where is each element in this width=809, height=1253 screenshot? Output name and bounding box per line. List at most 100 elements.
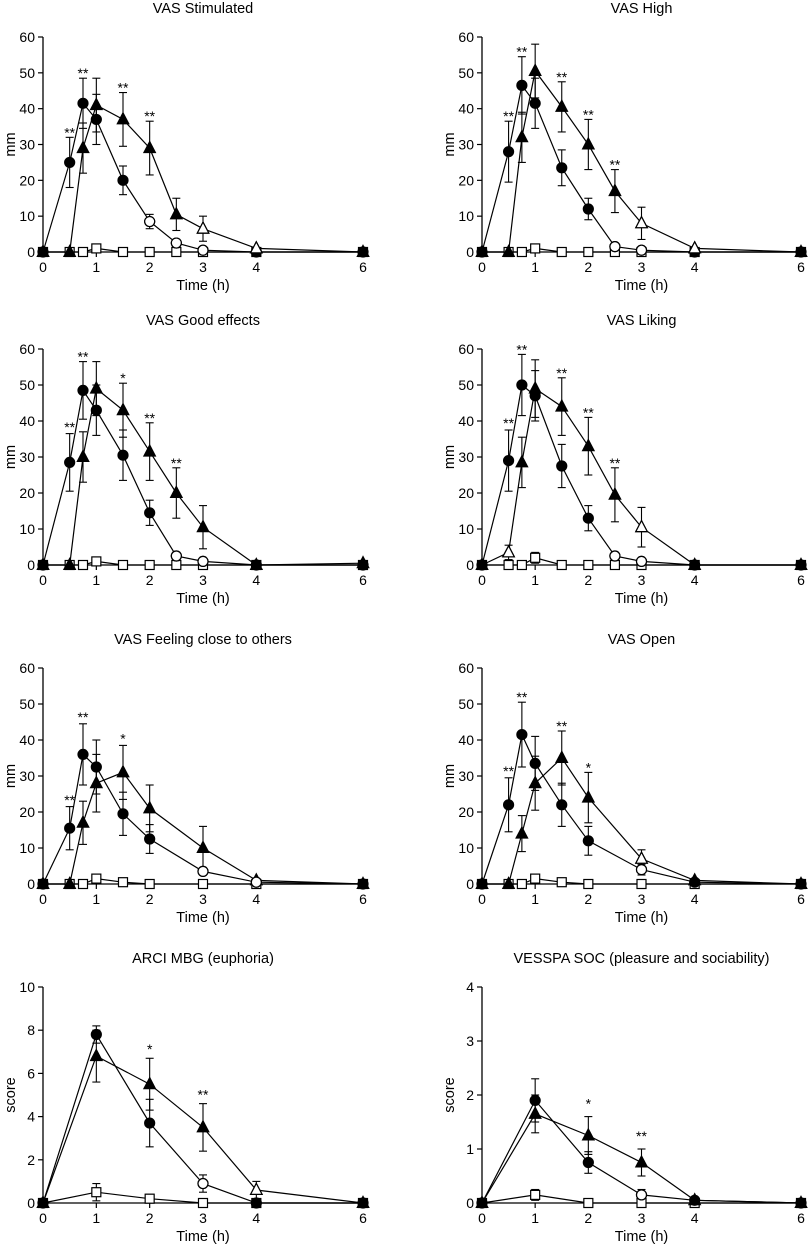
data-point-open-square: [171, 246, 182, 258]
chart-panel-2: VAS High 0 10 20 30 40 50 60 0 1 2 3 4 6 Time (h) mm ** *…: [442, 1, 808, 294]
x-tick-label: 4: [691, 259, 699, 275]
data-point-filled-circle: [529, 97, 541, 109]
y-tick-label: 0: [466, 876, 474, 892]
x-tick-label: 1: [92, 259, 100, 275]
data-point-filled-triangle: [36, 876, 50, 890]
data-point-filled-triangle: [528, 1106, 542, 1119]
data-point-filled-triangle: [142, 800, 157, 814]
significance-label: **: [78, 65, 89, 81]
chart-panel-1: VAS Stimulated 0 10 20 30 40 50 60 0 1 2 3 4 6 Time (h…: [3, 1, 370, 294]
data-point-filled-triangle: [62, 557, 77, 571]
y-axis-label: mm: [442, 445, 458, 469]
data-point-filled-circle: [250, 1197, 262, 1209]
x-tick-label: 3: [199, 259, 207, 275]
data-point-filled-circle: [77, 97, 89, 109]
data-point-filled-triangle: [89, 97, 104, 111]
y-tick-label: 0: [27, 876, 35, 892]
data-point-filled-triangle: [528, 775, 542, 789]
chart-title: VESSPA SOC (pleasure and sociability): [513, 951, 769, 967]
data-point-filled-triangle: [794, 1195, 808, 1209]
significance-label: **: [556, 718, 567, 734]
significance-label: **: [516, 341, 527, 357]
y-tick-label: 40: [458, 732, 474, 748]
y-tick-label: 10: [19, 979, 35, 995]
data-point-open-square: [530, 873, 541, 884]
data-point-filled-triangle: [196, 519, 210, 533]
data-point-filled-triangle: [356, 555, 370, 569]
x-tick-label: 2: [584, 572, 592, 588]
y-tick-label: 60: [19, 29, 35, 45]
data-point-filled-circle: [64, 822, 76, 834]
x-tick-label: 6: [797, 572, 805, 588]
x-tick-label: 2: [584, 259, 592, 275]
significance-label: *: [120, 731, 126, 747]
x-axis-label: Time (h): [176, 1229, 229, 1245]
data-point-open-square: [609, 559, 621, 571]
data-point-filled-circle: [117, 449, 129, 461]
x-tick-label: 4: [252, 259, 260, 275]
x-tick-label: 3: [638, 891, 646, 907]
y-tick-label: 30: [19, 768, 35, 784]
chart-panel-8: VESSPA SOC (pleasure and sociability) 0 1 2…: [442, 951, 808, 1245]
chart-title: VAS High: [611, 1, 673, 17]
y-tick-label: 60: [458, 660, 474, 676]
x-tick-label: 0: [39, 1210, 47, 1226]
data-point-filled-circle: [529, 757, 541, 770]
data-point-filled-circle: [144, 833, 156, 845]
significance-label: **: [78, 709, 89, 725]
data-point-open-square: [503, 559, 514, 571]
data-point-filled-circle: [64, 456, 76, 468]
chart-title: VAS Good effects: [146, 313, 260, 329]
significance-label: **: [64, 124, 75, 140]
x-tick-label: 2: [146, 891, 154, 907]
y-tick-label: 10: [19, 840, 35, 856]
data-point-filled-triangle: [634, 1154, 649, 1168]
y-tick-label: 40: [19, 413, 35, 429]
data-point-filled-triangle: [475, 876, 489, 890]
x-tick-label: 1: [531, 1210, 539, 1226]
y-tick-label: 0: [27, 1195, 35, 1211]
data-point-open-square: [197, 878, 209, 890]
y-axis-label: mm: [3, 764, 19, 788]
data-point-open-square: [197, 1197, 209, 1209]
x-tick-label: 4: [691, 572, 699, 588]
significance-label: **: [503, 763, 514, 779]
data-point-open-triangle: [249, 240, 264, 254]
y-tick-label: 40: [458, 101, 474, 117]
data-point-filled-triangle: [555, 750, 569, 764]
y-tick-label: 2: [27, 1152, 35, 1168]
x-tick-label: 6: [359, 891, 367, 907]
data-point-open-circle: [197, 244, 209, 256]
data-point-filled-triangle: [501, 876, 516, 890]
x-axis-label: Time (h): [615, 278, 668, 294]
data-point-filled-triangle: [76, 140, 90, 154]
data-point-filled-triangle: [687, 557, 702, 571]
data-point-filled-triangle: [794, 876, 808, 890]
y-tick-label: 20: [19, 172, 35, 188]
data-point-open-square: [144, 878, 155, 890]
chart-title: VAS Feeling close to others: [114, 632, 292, 648]
y-tick-label: 50: [19, 377, 35, 393]
data-point-open-square: [556, 877, 567, 888]
x-tick-label: 3: [199, 572, 207, 588]
data-point-filled-triangle: [794, 244, 808, 257]
data-point-open-square: [556, 559, 567, 571]
y-tick-label: 40: [19, 732, 35, 748]
y-tick-label: 0: [466, 557, 474, 573]
y-tick-label: 2: [466, 1087, 474, 1103]
data-point-filled-triangle: [142, 443, 157, 457]
chart-title: ARCI MBG (euphoria): [132, 951, 274, 967]
data-point-filled-circle: [144, 507, 156, 519]
significance-label: **: [583, 404, 594, 420]
data-point-filled-triangle: [555, 398, 569, 412]
data-point-filled-circle: [90, 404, 102, 416]
data-point-open-square: [636, 878, 647, 890]
series-line-filled-triangle: [481, 1113, 802, 1204]
significance-label: **: [609, 455, 620, 471]
data-point-filled-triangle: [76, 449, 90, 462]
data-point-filled-triangle: [89, 380, 104, 394]
series-line-open-square: [482, 247, 801, 253]
y-tick-label: 30: [458, 768, 474, 784]
data-point-open-square: [583, 246, 594, 258]
